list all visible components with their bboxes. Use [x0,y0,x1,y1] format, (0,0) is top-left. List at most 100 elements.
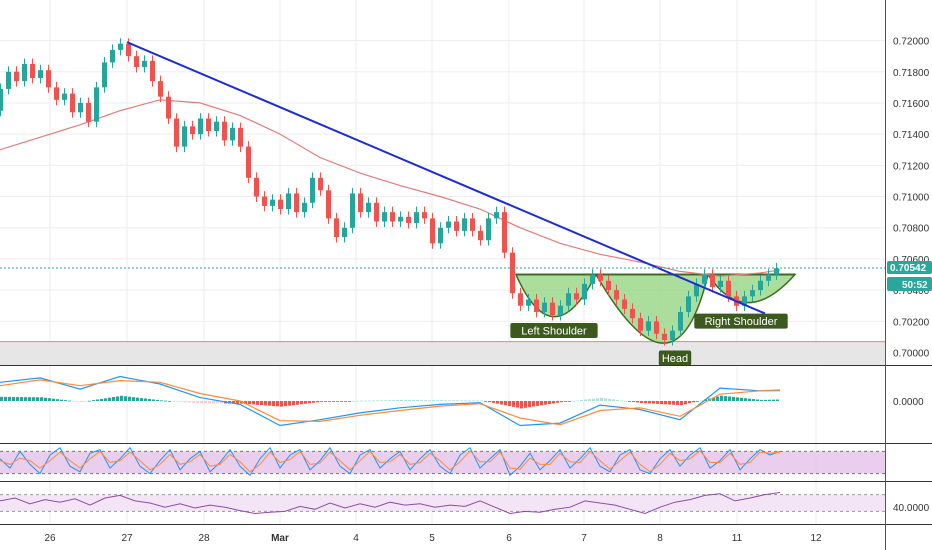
macd-histogram-bar [308,401,311,404]
macd-histogram-bar [560,401,563,403]
macd-histogram-bar [580,399,583,401]
macd-histogram-bar [148,398,151,401]
candle-body [502,212,507,253]
candle-body [94,87,99,122]
time-tick-label: 12 [810,533,822,544]
candle-body [214,121,219,132]
candle-body [102,62,107,88]
candle-body [590,274,595,284]
stochastic-pane [0,446,885,477]
macd-histogram-bar [116,396,119,401]
macd-histogram-bar [124,396,127,401]
macd-histogram-bar [468,400,471,402]
candle-body [654,321,659,334]
candle-body [366,202,371,213]
candle-body [646,321,651,331]
price-axis[interactable]: 0.72000 0.71800 0.71600 0.71400 0.71200 0.710… [893,37,930,515]
macd-histogram-bar [552,401,555,404]
annotation-bg [658,350,692,366]
macd-histogram-bar [344,401,347,402]
macd-histogram-bar [364,400,367,402]
candle-body [190,126,195,135]
macd-histogram-bar [388,400,391,401]
candle-body [22,63,27,82]
candle-body [454,221,459,231]
candle-body [550,302,555,316]
macd-histogram-bar [196,401,199,404]
macd-histogram-bar [168,400,171,402]
candle-body [534,299,539,312]
macd-histogram-bar [72,401,75,402]
macd-histogram-bar [504,401,507,406]
price-tick-label: 0.71800 [893,68,930,79]
macd-histogram-bar [620,400,623,402]
macd-histogram-bar [464,400,467,402]
macd-histogram-bar [316,401,319,403]
macd-histogram-bar [280,401,283,407]
price-tick-label: 0.70000 [893,349,930,360]
macd-histogram-bar [8,396,11,401]
price-tick-label: 0.71600 [893,99,930,110]
macd-histogram-bar [672,401,675,405]
candle-body [142,60,147,68]
candle-body [158,81,163,97]
macd-histogram-bar [212,401,215,404]
main-pane-bg [0,0,885,365]
macd-histogram-bar [716,396,719,401]
candle-body [566,293,571,306]
candle-body [686,296,691,312]
macd-histogram-bar [584,399,587,401]
macd-histogram-bar [64,400,67,401]
macd-histogram-bar [188,401,191,403]
macd-histogram-bar [204,401,207,404]
macd-histogram-bar [520,401,523,409]
candle-body [598,274,603,281]
candle-body [726,280,731,297]
macd-histogram-bar [236,401,239,404]
candle-body [526,299,531,306]
macd-histogram-bar [776,399,779,401]
candle-body [134,56,139,68]
candle-body [182,126,187,147]
macd-histogram-bar [680,401,683,406]
macd-histogram-bar [4,396,7,401]
macd-histogram-bar [744,398,747,401]
macd-histogram-bar [592,398,595,401]
macd-histogram-bar [516,401,519,408]
price-tick-label: 0.70800 [893,224,930,235]
time-tick-label: 4 [353,533,359,544]
macd-histogram-bar [412,400,415,401]
last-price-tag-bg [887,260,932,274]
macd-histogram-bar [760,399,763,401]
macd-histogram-bar [608,398,611,401]
candles-layer [0,38,779,346]
macd-histogram-bar [508,401,511,407]
macd-histogram-bar [300,401,303,405]
candle-body [254,177,259,197]
macd-histogram-bar [572,400,575,402]
macd-histogram-bar [660,401,663,405]
macd-histogram-bar [436,400,439,401]
candle-body [286,193,291,210]
candle-body [126,43,131,57]
macd-histogram-bar [732,396,735,401]
macd-histogram-bar [548,401,551,405]
macd-histogram-bar [748,398,751,401]
candle-body [758,280,763,291]
macd-histogram-bar [268,401,271,406]
macd-histogram-bar [492,401,495,403]
time-axis[interactable]: 26 27 28 Mar 4 5 6 7 8 11 12 [44,533,822,544]
candle-body [86,102,91,122]
candle-body [14,71,19,82]
macd-histogram-bar [740,397,743,401]
moving-average-line [0,99,781,277]
macd-histogram-bar [664,401,667,405]
macd-histogram-bar [476,400,479,402]
candle-body [270,199,275,206]
candle-body [766,274,771,281]
macd-histogram-bar [28,397,31,401]
macd-histogram-bar [656,401,659,404]
candle-body [174,118,179,147]
macd-histogram-bar [532,401,535,407]
annotation-bg [510,322,598,338]
